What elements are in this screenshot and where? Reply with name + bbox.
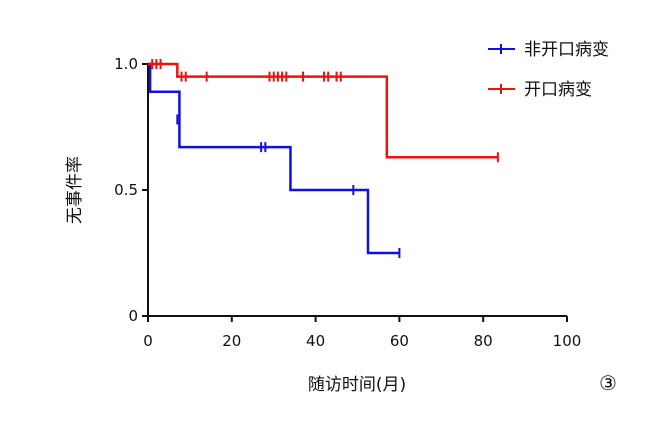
series-layer [148, 59, 499, 258]
x-axis-title: 随访时间(月) [308, 375, 406, 395]
series-line-1 [148, 62, 400, 255]
legend-item-series-1: 非开口病变 [488, 40, 609, 60]
y-tick-label: 1.0 [114, 55, 138, 73]
ticks: 0 20 40 60 80 100 0 0.5 1.0 [114, 55, 581, 350]
legend-label-series-2: 开口病变 [524, 80, 592, 100]
x-tick-label: 40 [306, 332, 325, 350]
panel-label: ③ [599, 371, 617, 395]
x-tick-label: 80 [474, 332, 493, 350]
y-tick-label: 0 [128, 307, 138, 325]
legend: 非开口病变 开口病变 [488, 40, 609, 100]
legend-item-series-2: 开口病变 [488, 80, 592, 100]
x-tick-label: 0 [143, 332, 153, 350]
legend-label-series-1: 非开口病变 [524, 40, 609, 60]
x-tick-label: 20 [222, 332, 241, 350]
y-axis-title: 无事件率 [65, 156, 85, 224]
x-tick-label: 60 [390, 332, 409, 350]
y-tick-label: 0.5 [114, 181, 138, 199]
series-line-2 [148, 62, 498, 159]
x-tick-label: 100 [553, 332, 582, 350]
